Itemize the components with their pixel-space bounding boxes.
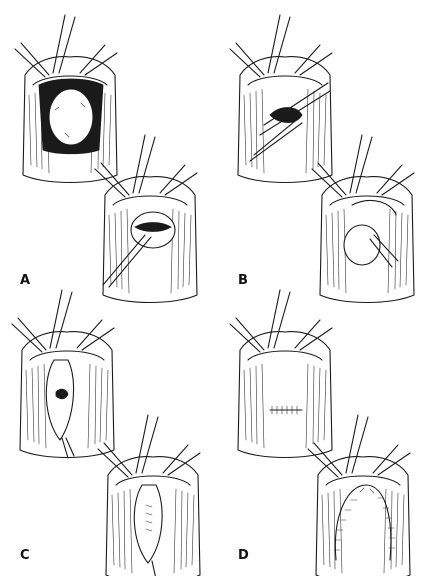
panel-label-d: D (238, 548, 249, 563)
panel-d-bottom-drawing (307, 414, 411, 580)
panel-label-b: B (238, 273, 248, 288)
panel-label-a: A (20, 273, 31, 288)
panel-d-top-drawing (229, 289, 333, 459)
panel-b-bottom-drawing (311, 134, 415, 304)
panel-a-bottom-drawing (94, 134, 198, 304)
panel-label-c: C (20, 548, 30, 563)
panel-b-top-drawing (229, 14, 333, 184)
panel-c-top-drawing (11, 289, 115, 459)
panel-a-top-drawing (14, 14, 118, 184)
